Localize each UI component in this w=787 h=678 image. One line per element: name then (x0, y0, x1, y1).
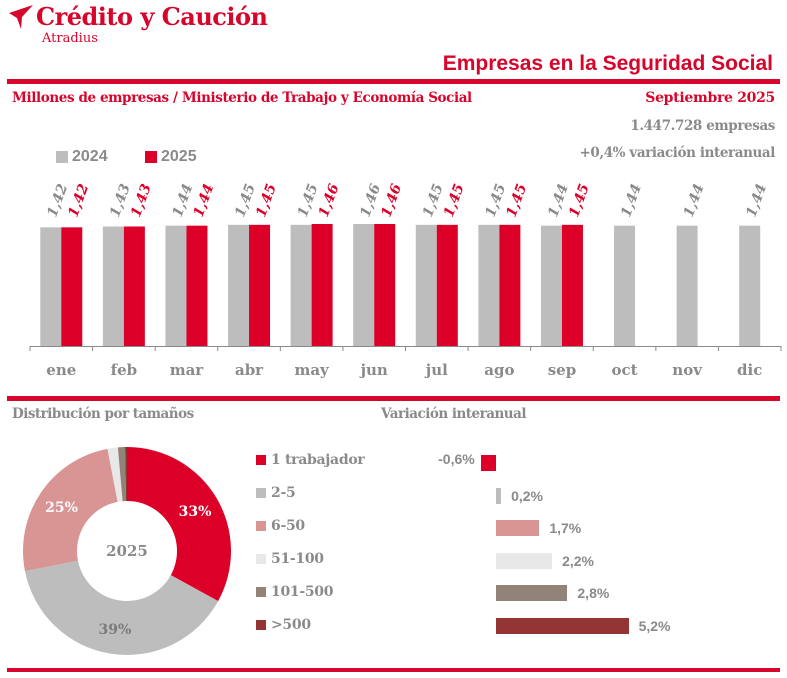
footer-divider (7, 668, 780, 672)
size-legend-item: 101-500 (256, 584, 333, 600)
donut-label: 33% (179, 504, 212, 520)
bar-2025-may (311, 224, 333, 346)
legend-swatch-2025 (145, 151, 157, 163)
label-2024-dic: 1,44 (743, 182, 770, 220)
legend-label: 1 trabajador (271, 452, 365, 468)
bar-2025-jun (374, 224, 396, 346)
bar-2025-ene (61, 227, 83, 346)
bar-2025-jul (436, 224, 458, 346)
legend-label: 51-100 (271, 551, 324, 567)
donut-slice-101-500 (117, 447, 127, 502)
distribution-title: Distribución por tamaños (12, 406, 194, 422)
donut-center-label: 2025 (106, 542, 148, 560)
size-legend-item: 1 trabajador (256, 452, 365, 468)
bar-2024-oct (614, 225, 636, 346)
bar-2025-sep (561, 224, 583, 346)
legend-swatch-2024 (56, 151, 68, 163)
variation-label: 5,2% (638, 617, 671, 634)
bar-2025-mar (186, 225, 208, 346)
variation-label: -0,6% (438, 451, 475, 467)
bar-2024-may (290, 224, 312, 346)
variation-bar (496, 552, 553, 569)
brand-subname: Atradius (42, 31, 98, 46)
legend-label: 101-500 (271, 584, 334, 600)
donut-label: 25% (45, 500, 78, 516)
legend-label-2024: 2024 (72, 148, 108, 165)
size-legend-item: 6-50 (256, 518, 305, 534)
section-divider (7, 396, 780, 401)
legend-swatch (256, 488, 266, 498)
bar-2025-ago (499, 224, 521, 346)
x-label-oct: oct (612, 361, 638, 379)
donut-slice-51-100 (107, 447, 123, 502)
monthly-bar-chart: 1,421,42ene1,431,43feb1,441,44mar1,451,4… (29, 182, 782, 379)
donut-slice-6-50 (22, 448, 118, 572)
legend-swatch (256, 455, 266, 465)
legend-label: >500 (271, 617, 311, 633)
x-label-ago: ago (484, 361, 514, 379)
x-label-may: may (294, 361, 330, 379)
x-label-feb: feb (111, 361, 137, 379)
size-legend-item: >500 (256, 617, 311, 633)
variation-bar (480, 455, 496, 471)
atradius-logo-icon (9, 5, 33, 29)
donut-slice-2-5 (24, 560, 219, 655)
x-label-mar: mar (170, 361, 205, 379)
bar-2024-jun (353, 224, 375, 346)
variation-title: Variación interanual (381, 406, 526, 422)
bar-2024-abr (228, 224, 250, 346)
legend-swatch (256, 620, 266, 630)
donut-slice-500 (125, 447, 127, 502)
x-label-jul: jul (424, 361, 448, 379)
header-divider (7, 79, 780, 84)
total-companies: 1.447.728 empresas (630, 118, 775, 134)
page-title: Empresas en la Seguridad Social (442, 52, 773, 75)
size-legend-item: 2-5 (256, 485, 296, 501)
chart-subtitle: Millones de empresas / Ministerio de Tra… (12, 90, 472, 106)
yoy-variation: +0,4% variación interanual (579, 145, 775, 161)
label-2024-oct: 1,44 (618, 182, 645, 220)
variation-bar (496, 487, 502, 504)
variation-bar (496, 585, 568, 601)
size-distribution-donut: 33% 39% 25% 2025 (22, 447, 231, 655)
report-date: Septiembre 2025 (645, 90, 775, 106)
legend-label: 2-5 (271, 485, 296, 501)
variation-label: 2,8% (577, 585, 610, 601)
brand-name: Crédito y Caución (36, 2, 268, 31)
x-label-abr: abr (235, 361, 264, 379)
legend-label: 6-50 (271, 518, 305, 534)
donut-label: 39% (98, 622, 131, 638)
x-label-dic: dic (737, 361, 762, 379)
legend-2025: 2025 (145, 148, 197, 166)
legend-swatch (256, 521, 266, 531)
x-label-nov: nov (672, 361, 703, 379)
bar-2025-abr (249, 224, 271, 346)
donut-slice-1-trabajador (127, 447, 231, 602)
bar-2024-feb (102, 226, 124, 346)
legend-swatch (256, 554, 266, 564)
bar-2024-ago (478, 224, 500, 346)
variation-label: 1,7% (549, 520, 582, 536)
variation-label: 0,2% (511, 487, 544, 504)
x-label-ene: ene (46, 361, 76, 379)
variation-bar (496, 520, 540, 536)
bar-2024-jul (415, 224, 437, 346)
label-2024-nov: 1,44 (681, 182, 708, 220)
legend-label-2025: 2025 (161, 148, 197, 165)
bar-2024-mar (165, 225, 187, 346)
x-label-sep: sep (548, 361, 576, 379)
legend-2024: 2024 (56, 148, 108, 166)
size-legend-item: 51-100 (256, 551, 324, 567)
legend-swatch (256, 587, 266, 597)
variation-label: 2,2% (562, 552, 595, 569)
variation-bar (496, 617, 629, 634)
bar-2024-ene (40, 227, 62, 346)
bar-2024-sep (540, 225, 562, 346)
x-label-jun: jun (359, 361, 388, 379)
bar-2025-feb (123, 226, 145, 346)
bar-2024-nov (676, 225, 698, 346)
bar-2024-dic (739, 225, 761, 346)
